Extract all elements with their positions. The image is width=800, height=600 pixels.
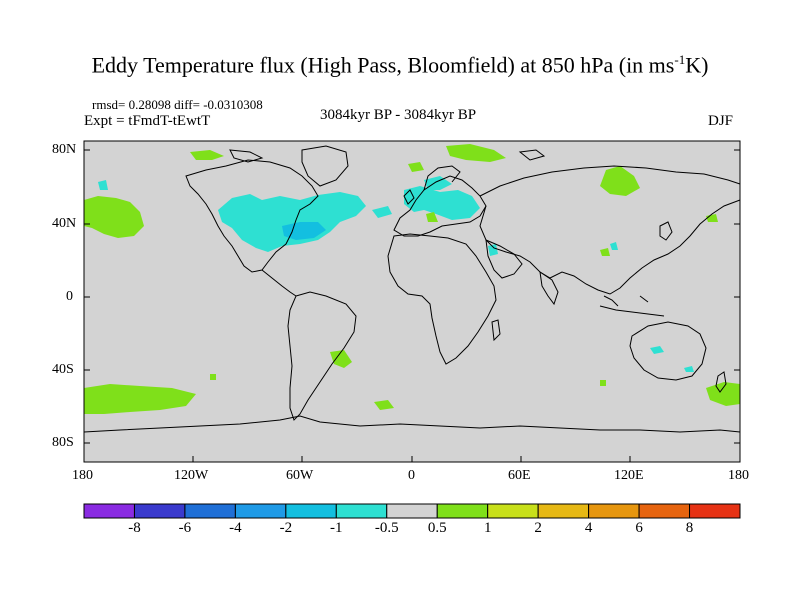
patch-middle-east (488, 244, 498, 256)
plot-title-main: Eddy Temperature flux (High Pass, Bloomf… (91, 52, 675, 78)
colorbar-label-0: -8 (128, 520, 141, 536)
season-label: DJF (708, 113, 734, 129)
patch-east-asia-small (600, 248, 610, 256)
coast-antarctica (83, 415, 741, 433)
colorbar-swatch-1 (133, 503, 186, 519)
colorbar-label-2: -4 (229, 520, 242, 536)
colorbar-swatch-4 (285, 503, 337, 519)
colorbar-swatch-5 (335, 503, 388, 519)
positive-anomaly-patches (84, 144, 740, 414)
lon-label-60e: 60E (508, 468, 531, 483)
negative-anomaly-patches (98, 176, 694, 372)
colorbar-swatch-7 (436, 503, 489, 519)
patch-southern-ocean-small (684, 366, 694, 372)
patch-southern-ocean-west (84, 384, 196, 414)
coast-arctic-islands (229, 149, 546, 163)
colorbar-label-8: 2 (534, 520, 542, 536)
patch-east-asia (610, 242, 618, 250)
coast-japan (659, 221, 673, 241)
coast-india (539, 270, 559, 306)
colorbar-swatch-12 (689, 503, 741, 519)
patch-south-pacific (330, 350, 352, 368)
colorbar-label-9: 4 (584, 520, 593, 536)
patch-iceland (408, 162, 424, 172)
patch-south-pacific-small (600, 380, 606, 386)
coast-indonesia (599, 295, 665, 317)
patch-arctic-canada (190, 150, 224, 160)
plot-title-superscript: -1 (674, 52, 686, 67)
lat-label-80s: 80S (52, 435, 74, 450)
colorbar-swatch-2 (184, 503, 236, 519)
coast-africa (387, 233, 497, 365)
colorbar-label-4: -1 (330, 520, 343, 536)
plot-title: Eddy Temperature flux (High Pass, Bloomf… (0, 52, 800, 78)
coast-madagascar (491, 319, 501, 342)
period-label: 3084kyr BP - 3084kyr BP (320, 107, 477, 123)
colorbar (83, 503, 741, 519)
lat-label-40s: 40S (52, 362, 74, 377)
coastlines (83, 145, 741, 433)
patch-scandinavia (424, 176, 452, 190)
colorbar-swatch-0 (83, 503, 135, 519)
lon-label-180w: 180 (72, 468, 93, 483)
colorbar-label-5: -0.5 (374, 520, 399, 536)
plot-title-tail: K) (685, 52, 709, 78)
lon-label-60w: 60W (286, 468, 314, 483)
colorbar-label-3: -2 (279, 520, 293, 536)
colorbar-swatch-8 (487, 503, 539, 519)
colorbar-label-7: 1 (483, 520, 492, 536)
colorbar-swatch-3 (234, 503, 287, 519)
colorbar-label-10: 6 (635, 520, 643, 536)
coast-british-isles (403, 189, 415, 205)
colorbar-label-6: 0.5 (427, 520, 447, 536)
colorbar-swatch-9 (537, 503, 590, 519)
rmsd-diff-text: rmsd= 0.28098 diff= -0.0310308 (92, 97, 263, 112)
colorbar-swatch-11 (638, 503, 691, 519)
coast-new-zealand (715, 371, 727, 393)
colorbar-swatch-10 (588, 503, 640, 519)
patch-east-siberia (600, 166, 640, 196)
patch-north-america-core (282, 222, 326, 240)
tick-marks (83, 149, 741, 462)
experiment-label: Expt = tFmdT-tEwtT (84, 113, 211, 129)
lon-label-120w: 120W (174, 468, 209, 483)
patch-arctic-siberia (446, 144, 506, 162)
patch-europe (404, 186, 480, 220)
lon-label-180e: 180 (728, 468, 749, 483)
coast-north-america (185, 159, 319, 273)
patch-south-atlantic (374, 400, 394, 410)
patch-north-pacific (84, 196, 144, 238)
patch-australia (650, 346, 664, 354)
lat-label-40n: 40N (52, 216, 77, 231)
coast-australia (629, 321, 707, 381)
patch-west-europe (426, 212, 438, 222)
patch-north-america-atlantic (218, 192, 366, 252)
lat-label-80n: 80N (52, 142, 77, 157)
patch-mid-atlantic (372, 206, 392, 218)
coast-arabia (485, 239, 523, 279)
coast-central-america (261, 269, 297, 297)
patch-south-indian (210, 374, 216, 380)
colorbar-label-11: 8 (685, 520, 694, 536)
coast-asia (479, 165, 741, 295)
coast-south-america (287, 291, 357, 421)
lon-label-0: 0 (408, 468, 415, 483)
patch-north-pacific-small (98, 180, 108, 190)
patch-southern-ocean-east (706, 382, 740, 406)
colorbar-swatch-6 (386, 503, 438, 519)
colorbar-label-1: -6 (178, 520, 192, 536)
coast-scandinavia (423, 165, 461, 191)
lon-label-120e: 120E (614, 468, 644, 483)
lat-label-eq: 0 (66, 289, 73, 304)
coast-greenland (301, 145, 349, 187)
